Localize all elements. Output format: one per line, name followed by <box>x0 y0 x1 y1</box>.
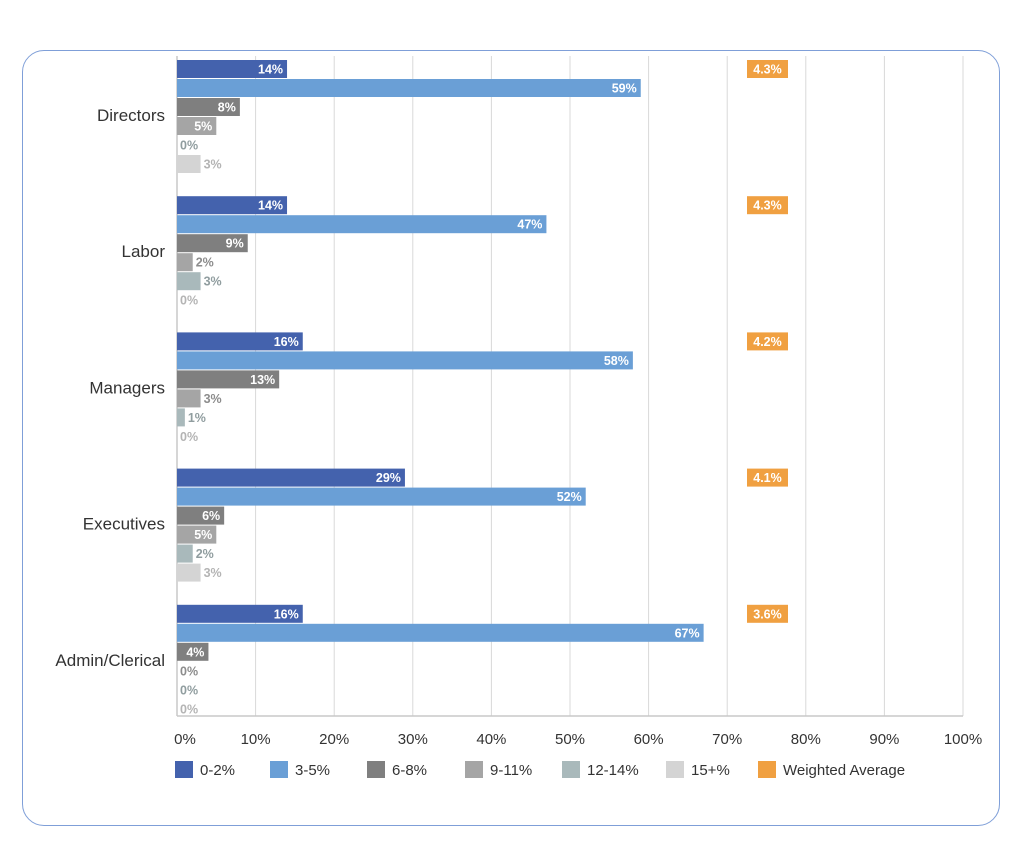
legend-label: 9-11% <box>490 762 532 779</box>
bar <box>177 389 201 408</box>
data-label: 3% <box>204 566 222 580</box>
x-tick-label: 40% <box>476 731 506 748</box>
bar <box>177 408 185 427</box>
data-label: 0% <box>180 294 198 308</box>
x-tick-label: 80% <box>791 731 821 748</box>
legend-swatch <box>175 761 193 778</box>
legend-label: Weighted Average <box>783 762 905 779</box>
weighted-average-marker <box>747 604 788 623</box>
data-label: 2% <box>196 256 214 270</box>
bar <box>177 79 641 97</box>
x-tick-label: 10% <box>241 731 271 748</box>
bar <box>177 253 193 272</box>
legend-swatch <box>270 761 288 778</box>
bar <box>177 623 704 642</box>
bar <box>177 155 201 173</box>
category-label: Admin/Clerical <box>55 651 165 670</box>
x-tick-label: 0% <box>174 731 196 748</box>
bar <box>177 604 303 623</box>
weighted-average-label: 3.6% <box>753 607 782 621</box>
data-label: 52% <box>557 490 582 504</box>
weighted-average-marker <box>747 468 788 487</box>
x-tick-label: 30% <box>398 731 428 748</box>
data-label: 0% <box>180 702 198 716</box>
bar <box>177 272 201 291</box>
data-label: 13% <box>250 373 275 387</box>
weighted-average-label: 4.3% <box>753 199 782 213</box>
bar <box>177 525 217 544</box>
data-label: 2% <box>196 547 214 561</box>
x-tick-label: 90% <box>869 731 899 748</box>
bar <box>177 487 586 506</box>
chart-card <box>22 50 1000 826</box>
weighted-average-label: 4.1% <box>753 471 782 485</box>
data-label: 16% <box>274 607 299 621</box>
x-tick-label: 20% <box>319 731 349 748</box>
data-label: 3% <box>204 158 222 172</box>
category-label: Labor <box>122 242 166 261</box>
legend-swatch <box>367 761 385 778</box>
weighted-average-marker <box>747 196 788 215</box>
x-tick-label: 100% <box>944 731 982 748</box>
data-label: 1% <box>188 411 206 425</box>
data-label: 6% <box>202 509 220 523</box>
data-label: 58% <box>604 354 629 368</box>
data-label: 5% <box>194 120 212 134</box>
data-label: 16% <box>274 335 299 349</box>
data-label: 0% <box>180 139 198 153</box>
bar <box>177 370 280 389</box>
weighted-average-label: 4.2% <box>753 335 782 349</box>
legend-swatch <box>562 761 580 778</box>
bar <box>177 60 288 78</box>
data-label: 3% <box>204 392 222 406</box>
data-label: 5% <box>194 528 212 542</box>
bar <box>177 117 217 135</box>
data-label: 29% <box>376 471 401 485</box>
bar <box>177 544 193 563</box>
data-label: 0% <box>180 430 198 444</box>
data-label: 4% <box>186 645 204 659</box>
category-label: Directors <box>97 106 165 125</box>
bar <box>177 468 405 487</box>
weighted-average-label: 4.3% <box>753 63 782 77</box>
legend-label: 12-14% <box>587 762 639 779</box>
category-label: Executives <box>83 515 165 534</box>
data-label: 14% <box>258 199 283 213</box>
bar <box>177 215 547 234</box>
legend-swatch <box>465 761 483 778</box>
weighted-average-marker <box>747 332 788 351</box>
bar <box>177 98 240 116</box>
legend-label: 15+% <box>691 762 730 779</box>
data-label: 3% <box>204 275 222 289</box>
bar <box>177 642 209 661</box>
bar <box>177 563 201 582</box>
data-label: 47% <box>517 218 542 232</box>
legend-swatch <box>758 761 776 778</box>
x-tick-label: 50% <box>555 731 585 748</box>
data-label: 14% <box>258 63 283 77</box>
legend-label: 6-8% <box>392 762 427 779</box>
legend-label: 0-2% <box>200 762 235 779</box>
bar <box>177 234 248 253</box>
data-label: 8% <box>218 101 236 115</box>
data-label: 9% <box>226 237 244 251</box>
category-label: Managers <box>89 378 165 397</box>
x-tick-label: 60% <box>634 731 664 748</box>
data-label: 0% <box>180 664 198 678</box>
legend-swatch <box>666 761 684 778</box>
bar <box>177 506 225 525</box>
data-label: 67% <box>675 626 700 640</box>
weighted-average-marker <box>747 60 788 78</box>
data-label: 59% <box>612 82 637 96</box>
bar <box>177 332 303 351</box>
data-label: 0% <box>180 683 198 697</box>
x-tick-label: 70% <box>712 731 742 748</box>
bar <box>177 351 633 370</box>
bar <box>177 196 288 215</box>
legend-label: 3-5% <box>295 762 330 779</box>
